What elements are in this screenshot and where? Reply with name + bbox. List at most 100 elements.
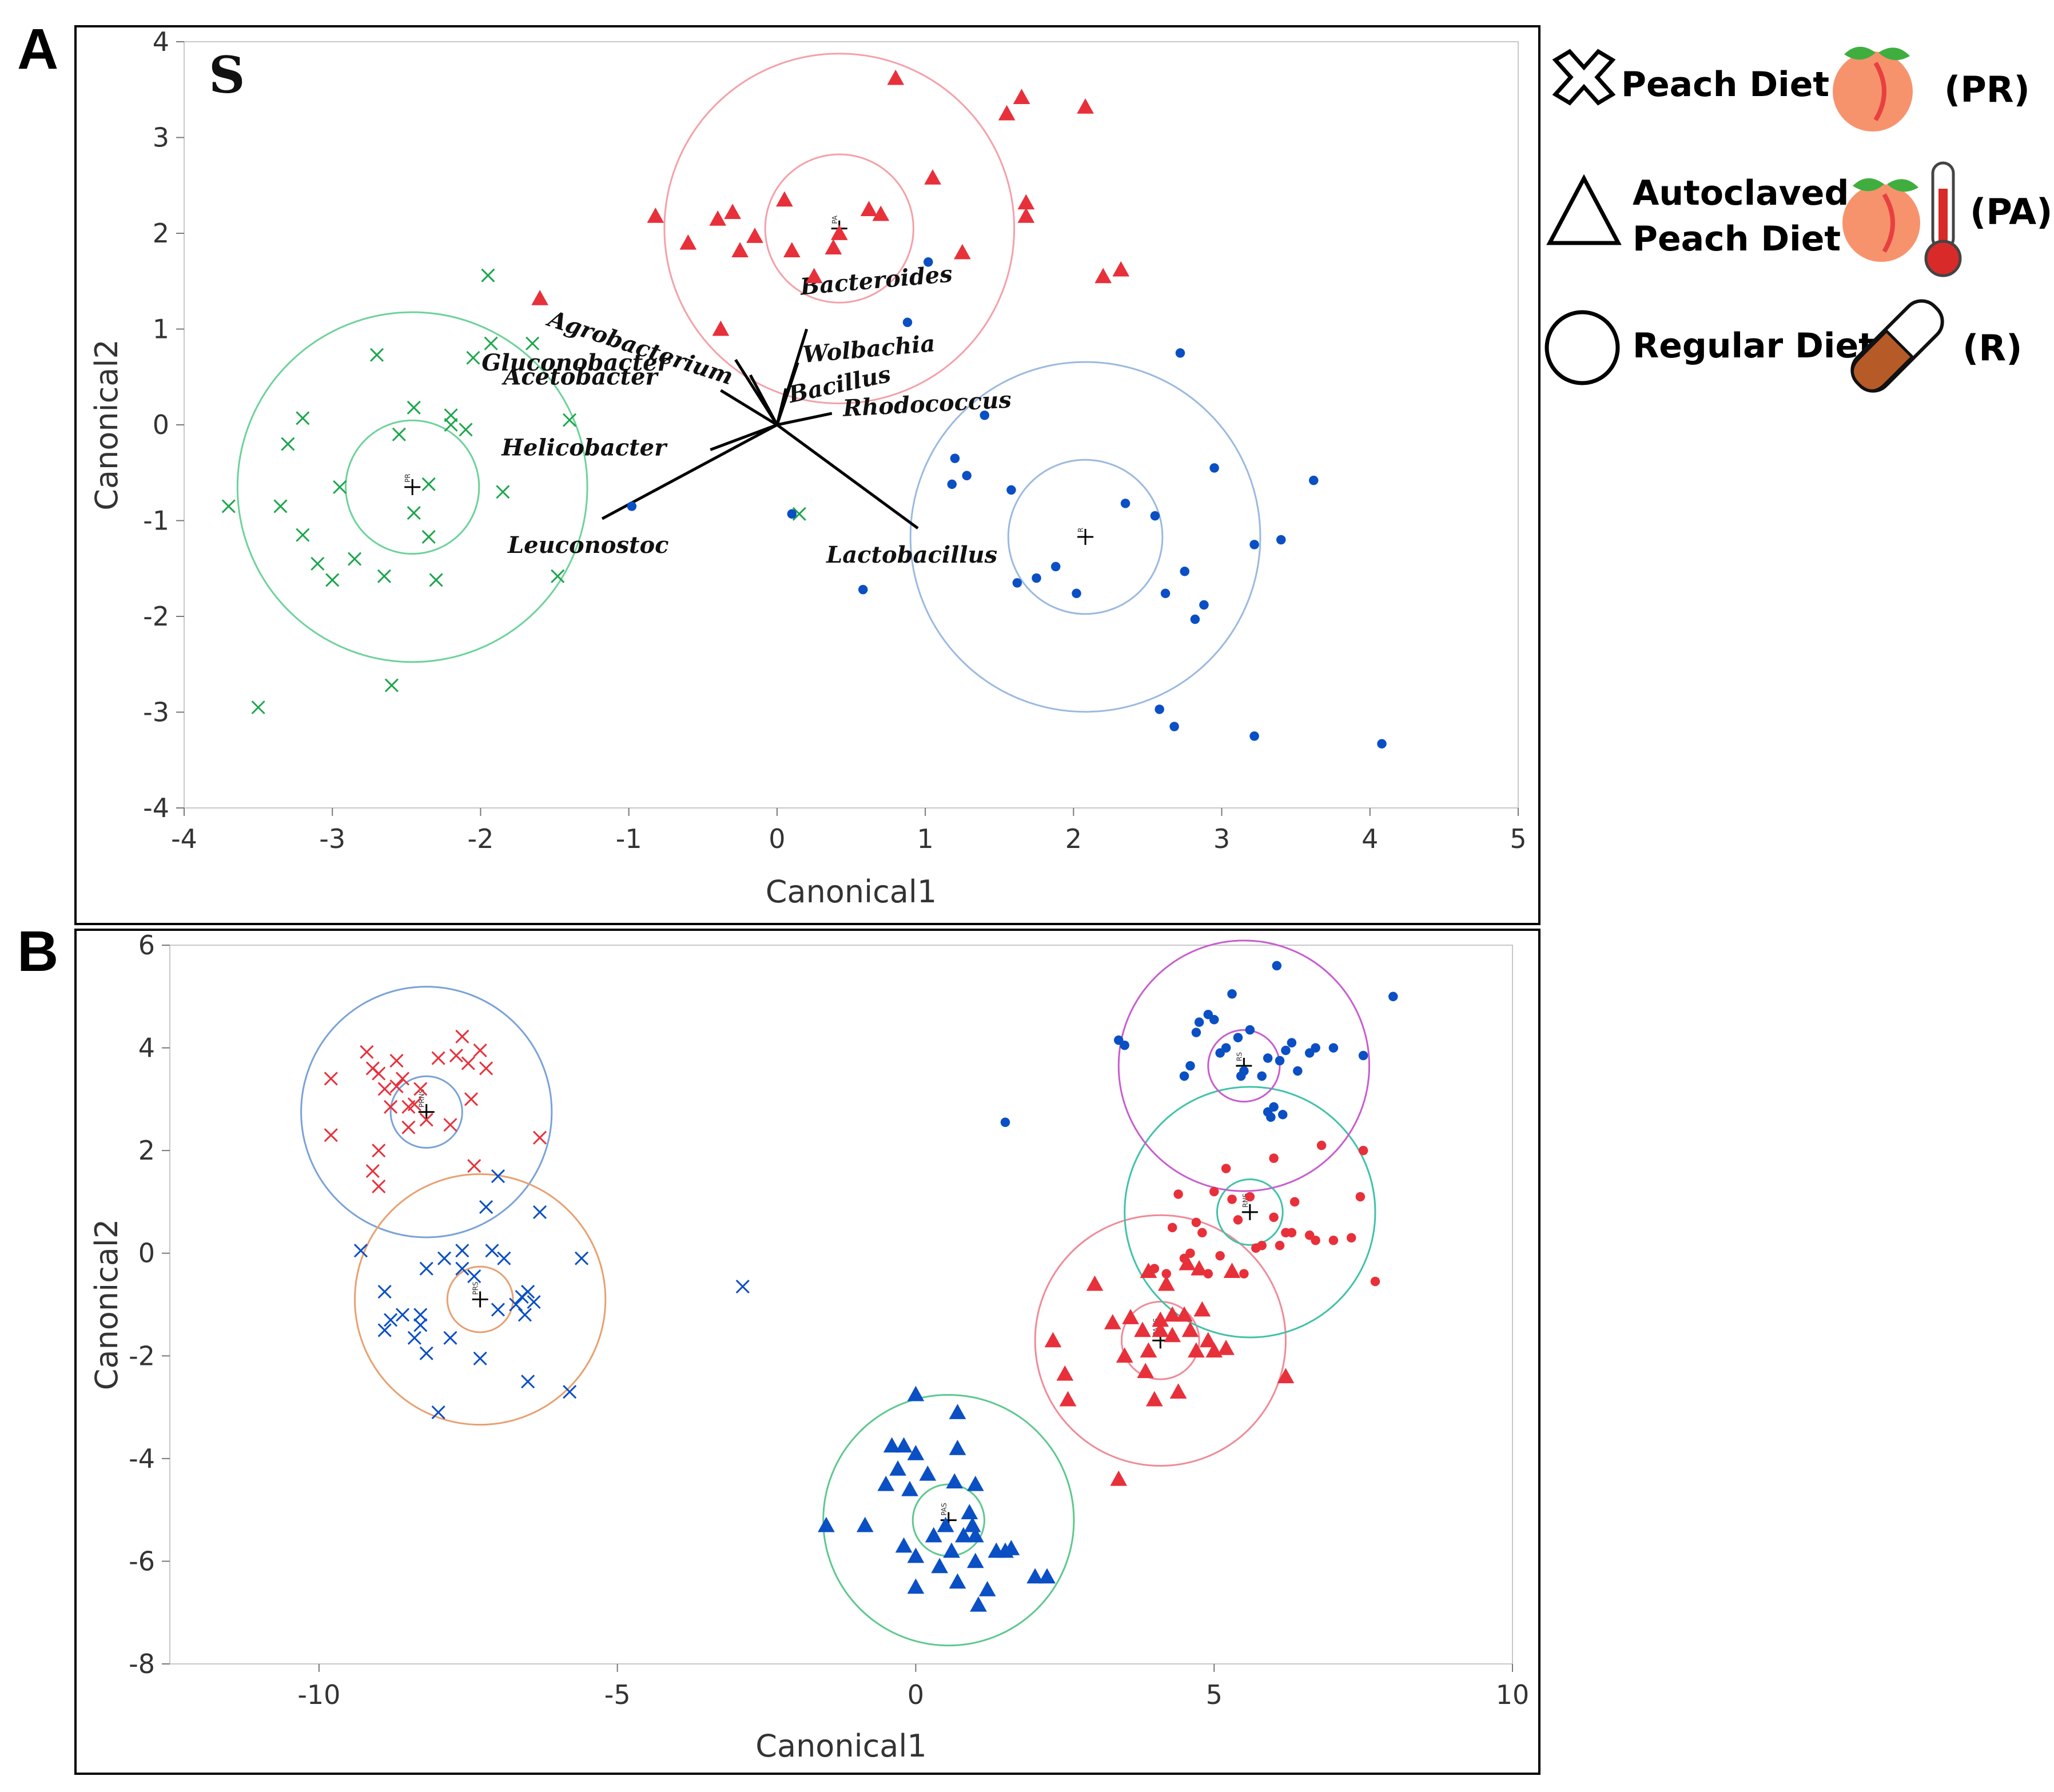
x-marker bbox=[443, 1331, 457, 1345]
x-marker-stroke bbox=[389, 1053, 404, 1068]
x-marker-stroke bbox=[296, 411, 310, 425]
panel-a-frame bbox=[74, 25, 1540, 925]
x-marker-stroke bbox=[413, 1082, 428, 1096]
circle-marker bbox=[1257, 1240, 1267, 1251]
y-tick-label: 2 bbox=[153, 218, 169, 249]
circle-marker bbox=[1209, 1014, 1219, 1025]
triangle-marker bbox=[647, 208, 664, 223]
x-marker bbox=[384, 678, 399, 692]
x-marker bbox=[407, 1097, 421, 1112]
x-marker-stroke bbox=[348, 552, 362, 566]
circle-marker bbox=[858, 584, 868, 595]
x-marker bbox=[377, 1082, 392, 1096]
x-marker bbox=[449, 1048, 463, 1063]
x-marker-stroke bbox=[333, 480, 347, 494]
triangle-marker bbox=[966, 1552, 984, 1568]
x-marker bbox=[792, 507, 806, 521]
legend-autoclaved-code: (PA) bbox=[1970, 191, 2052, 233]
x-marker bbox=[372, 1179, 386, 1194]
x-tick-label: -4 bbox=[171, 823, 197, 854]
triangle-marker bbox=[907, 1578, 925, 1594]
vector-line bbox=[720, 389, 778, 427]
inner-ellipse bbox=[446, 1265, 514, 1333]
triangle-marker bbox=[1152, 1311, 1169, 1327]
x-marker-stroke bbox=[461, 1056, 475, 1070]
x-marker bbox=[251, 700, 265, 715]
x-marker-stroke bbox=[377, 569, 392, 583]
x-marker-stroke bbox=[377, 1284, 392, 1299]
inner-ellipse bbox=[1207, 1029, 1281, 1103]
x-marker bbox=[491, 1303, 505, 1317]
triangle-marker bbox=[966, 1527, 984, 1543]
circle-marker bbox=[1215, 1251, 1225, 1261]
circle-marker bbox=[1287, 1228, 1297, 1238]
triangle-marker bbox=[776, 191, 793, 207]
x-marker-stroke bbox=[455, 1029, 469, 1044]
x-marker bbox=[395, 1072, 410, 1086]
centroid-label: RS bbox=[1235, 1052, 1243, 1061]
outer-ellipse bbox=[909, 361, 1261, 713]
x-marker bbox=[563, 1385, 577, 1399]
x-marker bbox=[389, 1079, 404, 1093]
triangle-marker bbox=[887, 69, 905, 85]
circle-marker bbox=[1197, 1228, 1207, 1238]
food-tube-icon bbox=[1850, 299, 1944, 393]
x-marker bbox=[377, 569, 392, 583]
triangle-marker bbox=[964, 1516, 981, 1532]
x-marker-stroke bbox=[389, 1079, 404, 1093]
y-tick-label: 4 bbox=[138, 1033, 155, 1064]
x-marker-stroke bbox=[464, 1092, 479, 1106]
circle-marker bbox=[950, 453, 960, 463]
x-marker-stroke bbox=[484, 336, 498, 351]
peach-icon bbox=[1833, 46, 1913, 132]
x-marker bbox=[455, 1261, 469, 1276]
inner-ellipse bbox=[1120, 1301, 1200, 1380]
x-marker-stroke bbox=[467, 1269, 481, 1284]
circle-marker bbox=[1269, 1153, 1279, 1163]
triangle-marker bbox=[1191, 1260, 1208, 1276]
triangle-marker bbox=[1137, 1363, 1155, 1379]
triangle-marker bbox=[1164, 1306, 1181, 1322]
circle-marker bbox=[1249, 540, 1259, 549]
x-marker bbox=[353, 1244, 368, 1258]
x-marker-stroke bbox=[444, 417, 458, 432]
x-marker-stroke bbox=[372, 1066, 386, 1081]
triangle-marker bbox=[978, 1580, 996, 1596]
x-marker-stroke bbox=[407, 506, 421, 520]
x-marker bbox=[348, 552, 362, 566]
x-marker-stroke bbox=[518, 1308, 532, 1322]
circle-marker bbox=[1293, 1066, 1303, 1076]
triangle-marker bbox=[1056, 1365, 1074, 1381]
x-marker bbox=[221, 499, 236, 513]
x-marker-stroke bbox=[413, 1308, 428, 1322]
y-tick-label: -2 bbox=[143, 601, 169, 632]
circle-marker bbox=[1160, 588, 1171, 599]
y-tick-label: 6 bbox=[138, 930, 155, 961]
x-marker-stroke bbox=[413, 1318, 428, 1332]
x-marker-stroke bbox=[443, 1118, 457, 1132]
triangle-marker bbox=[937, 1516, 954, 1532]
circle-marker bbox=[1161, 1269, 1171, 1279]
y-tick-label: 4 bbox=[153, 26, 169, 57]
x-marker bbox=[407, 1331, 421, 1345]
circle-marker bbox=[1358, 1145, 1368, 1156]
x-marker-stroke bbox=[401, 1120, 416, 1134]
x-marker-stroke bbox=[792, 507, 806, 521]
circle-marker bbox=[1309, 475, 1319, 485]
circle-marker bbox=[1287, 1038, 1297, 1048]
x-marker-stroke bbox=[384, 678, 399, 692]
x-marker-stroke bbox=[311, 556, 325, 571]
x-marker bbox=[431, 1405, 445, 1420]
x-marker-stroke bbox=[324, 1128, 338, 1142]
triangle-marker bbox=[1017, 194, 1035, 210]
circle-marker-icon bbox=[1545, 310, 1620, 385]
x-marker bbox=[735, 1280, 750, 1294]
triangle-marker bbox=[955, 1527, 972, 1543]
x-tick-label: -10 bbox=[297, 1679, 340, 1710]
inner-ellipse bbox=[1216, 1178, 1284, 1246]
circle-marker bbox=[1120, 1040, 1129, 1050]
circle-marker bbox=[1199, 600, 1209, 610]
x-marker bbox=[372, 1144, 386, 1158]
x-marker-stroke bbox=[377, 1323, 392, 1337]
x-marker bbox=[466, 351, 480, 365]
